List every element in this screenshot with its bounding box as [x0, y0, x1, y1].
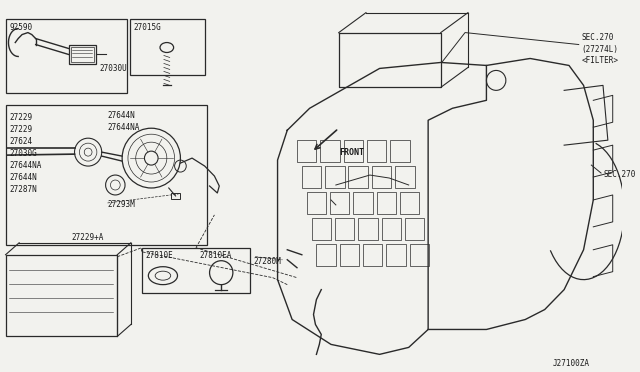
Bar — [410, 244, 429, 266]
Text: 27644N: 27644N — [10, 173, 37, 182]
Bar — [316, 244, 336, 266]
Text: 27229: 27229 — [10, 125, 33, 134]
Text: 27229: 27229 — [10, 113, 33, 122]
Bar — [171, 193, 180, 199]
Bar — [325, 166, 344, 188]
Bar — [130, 19, 205, 76]
Bar — [372, 166, 391, 188]
Bar — [344, 140, 363, 162]
Text: 27810EA: 27810EA — [200, 251, 232, 260]
Bar — [6, 19, 127, 93]
Bar — [390, 140, 410, 162]
Text: 27287N: 27287N — [10, 185, 37, 194]
Bar — [297, 140, 316, 162]
Bar — [330, 192, 349, 214]
Bar — [395, 166, 415, 188]
Text: 27229+A: 27229+A — [72, 233, 104, 242]
Text: <FILTER>: <FILTER> — [582, 57, 619, 65]
Text: FRONT: FRONT — [339, 148, 364, 157]
Bar — [68, 45, 96, 64]
Bar — [312, 218, 331, 240]
Text: 27293M: 27293M — [108, 200, 135, 209]
Text: 27810E: 27810E — [145, 251, 173, 260]
Bar — [367, 140, 387, 162]
Text: 27030G: 27030G — [10, 149, 37, 158]
Bar — [320, 140, 340, 162]
Bar — [302, 166, 321, 188]
Text: SEC.270: SEC.270 — [603, 170, 636, 179]
Bar — [348, 166, 368, 188]
Bar — [307, 192, 326, 214]
Text: 27644NA: 27644NA — [108, 123, 140, 132]
Bar — [353, 192, 372, 214]
Text: J27100ZA: J27100ZA — [552, 359, 589, 368]
Bar — [405, 218, 424, 240]
Text: 27644N: 27644N — [108, 111, 135, 120]
Bar — [340, 244, 359, 266]
Text: 27030U: 27030U — [100, 64, 127, 73]
Text: 27624: 27624 — [10, 137, 33, 146]
Bar — [381, 218, 401, 240]
Bar — [141, 248, 250, 293]
Text: 27280M: 27280M — [253, 257, 281, 266]
Bar — [358, 218, 378, 240]
Text: 27644NA: 27644NA — [10, 161, 42, 170]
Text: SEC.270: SEC.270 — [582, 33, 614, 42]
Bar — [400, 192, 419, 214]
Text: 92590: 92590 — [10, 23, 33, 32]
Bar — [335, 218, 355, 240]
Bar — [6, 255, 117, 336]
Text: (27274L): (27274L) — [582, 45, 619, 54]
Bar — [387, 244, 406, 266]
Bar — [6, 105, 207, 245]
Bar — [70, 46, 94, 62]
Bar — [363, 244, 383, 266]
Bar — [377, 192, 396, 214]
Text: 27015G: 27015G — [134, 23, 161, 32]
